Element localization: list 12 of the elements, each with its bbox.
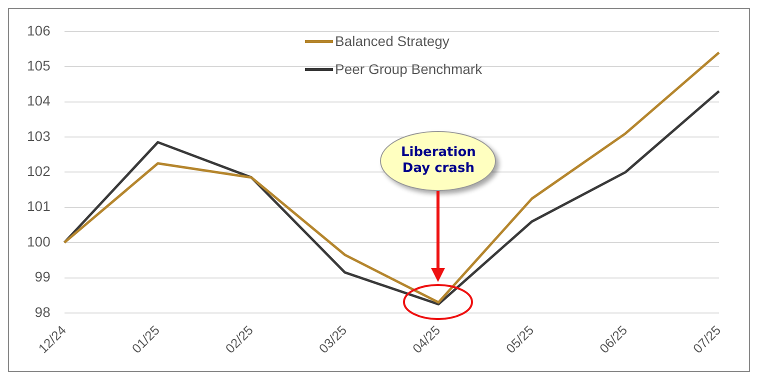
- y-tick-label: 103: [27, 128, 51, 144]
- y-tick-label: 106: [27, 22, 51, 38]
- y-tick-label: 104: [27, 92, 51, 109]
- y-tick-label: 100: [27, 233, 51, 250]
- y-tick-label: 102: [27, 163, 51, 180]
- y-tick-label: 101: [27, 198, 51, 214]
- y-tick-label: 99: [34, 268, 51, 285]
- legend-label: Balanced Strategy: [335, 33, 450, 49]
- y-tick-label: 105: [27, 57, 51, 74]
- y-tick-label: 98: [34, 304, 51, 320]
- annotation: Liberation Day crash: [400, 145, 477, 178]
- legend-label: Peer Group Benchmark: [335, 61, 482, 77]
